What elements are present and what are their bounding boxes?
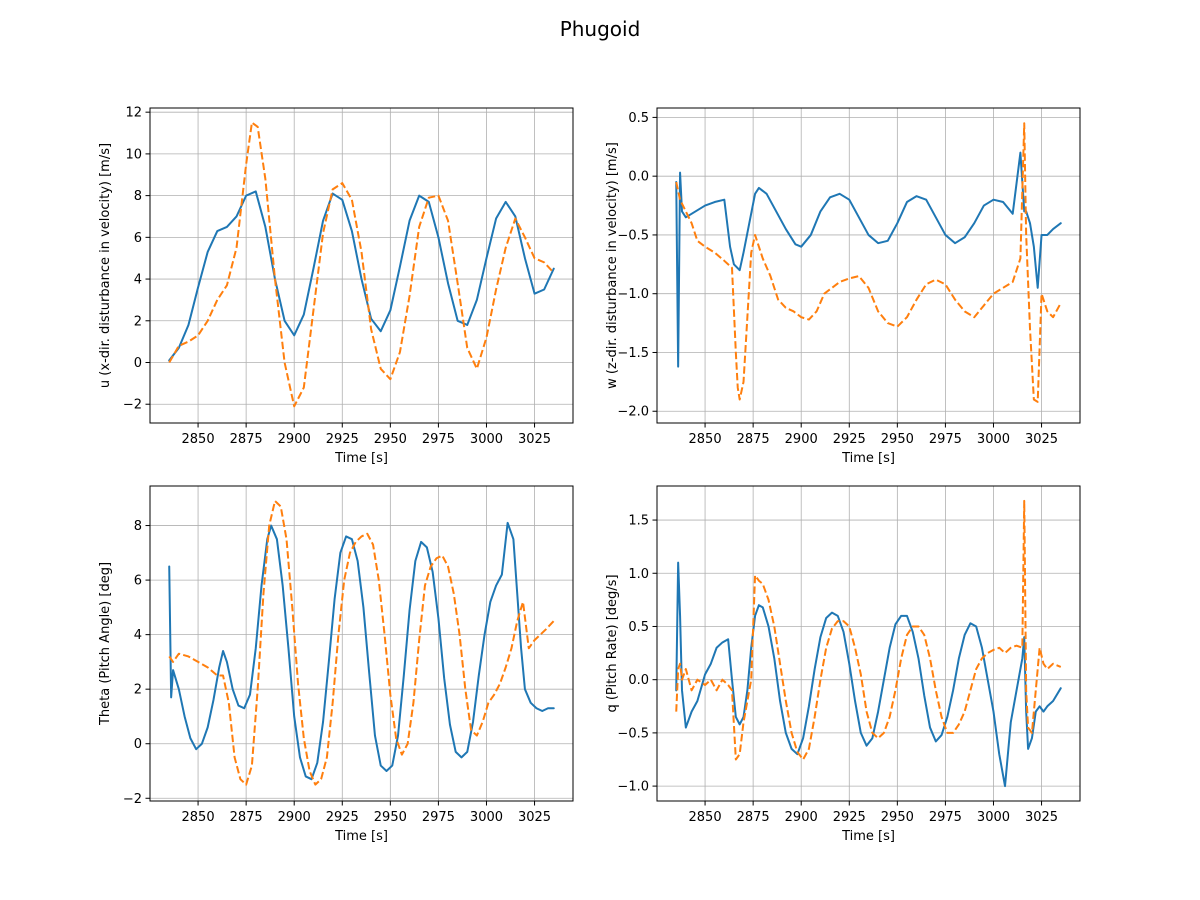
axes-frame (656, 485, 1081, 802)
y-tick-label: 6 (134, 231, 142, 246)
x-tick-label: 3000 (977, 432, 1010, 447)
x-axis-label: Time [s] (841, 451, 895, 466)
subplot-theta: 2850 2875 2900 2925 2950 2975 3000 3025 −2 0 2 4 6 8 T… (98, 485, 574, 844)
x-tick-label: 2900 (785, 810, 818, 825)
y-tick-label: 2 (134, 314, 142, 329)
x-tick-label: 2975 (422, 810, 455, 825)
y-tick-label: 2 (134, 683, 142, 698)
x-tick-label: 2975 (422, 432, 455, 447)
axes-frame (149, 485, 574, 802)
axes-frame (149, 107, 574, 424)
x-tick-label: 2850 (689, 810, 722, 825)
x-tick-label: 2950 (881, 432, 914, 447)
grid-u (150, 108, 573, 423)
y-tick-label: 1.5 (628, 514, 649, 529)
x-tick-label: 2975 (929, 432, 962, 447)
plot-area-q (675, 499, 1062, 788)
x-tick-label: 3025 (1025, 810, 1058, 825)
x-tick-label: 2875 (230, 810, 263, 825)
x-tick-label: 3025 (518, 432, 551, 447)
grid-w (657, 108, 1080, 423)
subplot-w: 2850 2875 2900 2925 2950 2975 3000 3025 −2.0 −1.5… (605, 107, 1081, 466)
y-axis-label: Theta (Pitch Angle) [deg] (98, 562, 113, 726)
x-tick-label: 2950 (374, 432, 407, 447)
x-tick-label: 3000 (470, 432, 503, 447)
y-axis-label: w (z-dir. disturbance in velocity) [m/s] (605, 142, 620, 389)
x-tick-label: 2850 (182, 810, 215, 825)
subplot-u: 2850 2875 2900 2925 2950 2975 3000 3025 −2 0 2 4 6 8 1… (98, 106, 574, 466)
x-tick-label: 2925 (326, 432, 359, 447)
series-line-1 (168, 521, 555, 781)
y-tick-label: 8 (134, 519, 142, 534)
y-tick-label: 0.0 (628, 673, 649, 688)
x-tick-label: 2925 (833, 810, 866, 825)
x-tick-label: 2850 (182, 432, 215, 447)
x-tick-label: 2900 (785, 432, 818, 447)
y-tick-label: 4 (134, 273, 142, 288)
y-tick-label: −2 (123, 398, 142, 413)
y-tick-label: −2.0 (617, 405, 649, 420)
y-tick-label: 6 (134, 574, 142, 589)
x-axis-label: Time [s] (334, 451, 388, 466)
x-axis-label: Time [s] (334, 829, 388, 844)
x-tick-label: 2900 (278, 432, 311, 447)
x-tick-label: 2950 (374, 810, 407, 825)
plot-area-theta (168, 500, 555, 786)
y-tick-label: 0.5 (628, 111, 649, 126)
y-tick-label: 4 (134, 628, 142, 643)
plot-area-u (168, 121, 555, 408)
x-tick-label: 3000 (470, 810, 503, 825)
y-tick-label: −0.5 (617, 726, 649, 741)
series-line-2 (675, 122, 1062, 403)
grid-theta (150, 486, 573, 801)
series-line-1 (675, 151, 1062, 368)
y-tick-label: 0 (134, 356, 142, 371)
y-tick-label: −1.5 (617, 346, 649, 361)
axes-frame (656, 107, 1081, 424)
x-tick-label: 2925 (833, 432, 866, 447)
y-axis-label: q (Pitch Rate) [deg/s] (605, 574, 620, 712)
x-tick-label: 2925 (326, 810, 359, 825)
figure-suptitle: Phugoid (560, 17, 641, 41)
y-tick-label: 0 (134, 737, 142, 752)
y-tick-label: 1.0 (628, 567, 649, 582)
y-tick-label: 12 (125, 106, 142, 121)
series-line-2 (168, 121, 555, 408)
y-tick-label: −0.5 (617, 228, 649, 243)
x-tick-label: 2875 (737, 810, 770, 825)
x-tick-label: 2875 (737, 432, 770, 447)
x-tick-label: 3025 (1025, 432, 1058, 447)
y-tick-label: −1.0 (617, 287, 649, 302)
y-axis-label: u (x-dir. disturbance in velocity) [m/s] (98, 143, 113, 388)
x-axis-label: Time [s] (841, 829, 895, 844)
y-tick-label: −1.0 (617, 780, 649, 795)
y-tick-label: 8 (134, 189, 142, 204)
x-tick-label: 2875 (230, 432, 263, 447)
series-line-2 (675, 499, 1062, 761)
subplot-q: 2850 2875 2900 2925 2950 2975 3000 3025 −1.0 −0.5… (605, 485, 1081, 844)
y-tick-label: 0.0 (628, 170, 649, 185)
x-tick-label: 2850 (689, 432, 722, 447)
x-tick-label: 3025 (518, 810, 551, 825)
x-tick-label: 2975 (929, 810, 962, 825)
plot-area-w (675, 122, 1062, 403)
x-tick-label: 2950 (881, 810, 914, 825)
x-tick-label: 2900 (278, 810, 311, 825)
y-tick-label: 0.5 (628, 620, 649, 635)
series-line-2 (168, 500, 555, 786)
y-tick-label: 10 (125, 147, 142, 162)
y-tick-label: −2 (123, 792, 142, 807)
series-line-1 (675, 561, 1062, 788)
x-tick-label: 3000 (977, 810, 1010, 825)
series-line-1 (168, 190, 555, 362)
